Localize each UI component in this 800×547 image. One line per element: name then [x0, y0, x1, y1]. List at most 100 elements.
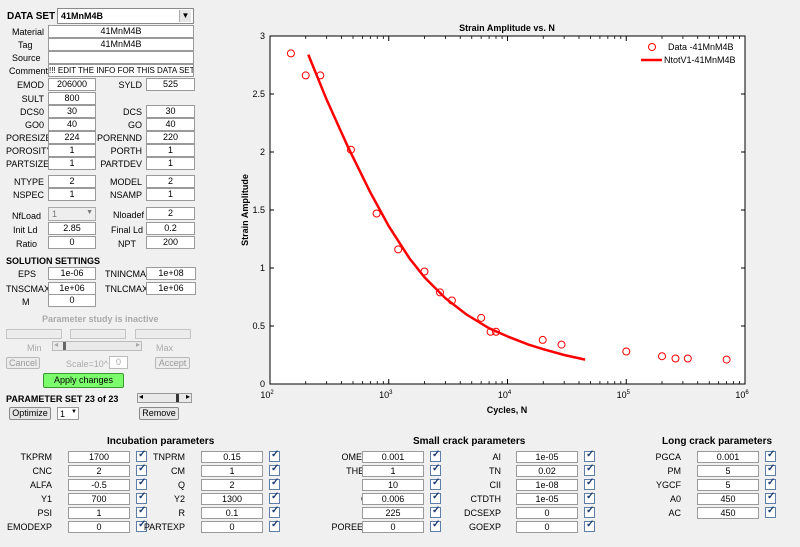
incubation-param-checkbox[interactable] [136, 477, 147, 490]
smallcrack-param-field[interactable]: 1e-05 [516, 451, 578, 463]
param-field[interactable]: 800 [48, 92, 96, 105]
eps-field[interactable]: 1e-06 [48, 267, 96, 280]
smallcrack-param-field[interactable]: 1e-08 [516, 479, 578, 491]
param-label-2: PARTDEV [100, 159, 142, 169]
param-field[interactable]: 30 [48, 105, 96, 118]
param-field[interactable]: 1 [48, 188, 96, 201]
smallcrack-param-field[interactable]: 1 [362, 465, 424, 477]
npt-field[interactable]: 200 [146, 236, 195, 249]
material-field[interactable]: 41MnM4B [48, 25, 194, 38]
param-field-2[interactable]: 1 [146, 188, 195, 201]
param-field-2[interactable]: 220 [146, 131, 195, 144]
smallcrack-param-checkbox[interactable] [430, 449, 441, 462]
incubation-param-field[interactable]: 2 [201, 479, 263, 491]
smallcrack-param-checkbox[interactable] [430, 505, 441, 518]
incubation-param-checkbox[interactable] [269, 477, 280, 490]
param-field-2[interactable]: 1 [146, 144, 195, 157]
scale-field[interactable]: 0 [109, 356, 128, 369]
smallcrack-param-field[interactable]: 225 [362, 507, 424, 519]
finalld-field[interactable]: 0.2 [146, 222, 195, 235]
smallcrack-param-field[interactable]: 0 [516, 507, 578, 519]
nfload-dropdown[interactable]: 1 ▼ [48, 207, 96, 221]
incubation-param-field[interactable]: -0.5 [68, 479, 130, 491]
smallcrack-param-checkbox[interactable] [584, 449, 595, 462]
smallcrack-param-checkbox[interactable] [430, 519, 441, 532]
smallcrack-param-field[interactable]: 10 [362, 479, 424, 491]
smallcrack-param-field[interactable]: 0 [516, 521, 578, 533]
incubation-param-field[interactable]: 0 [68, 521, 130, 533]
incubation-param-field[interactable]: 1300 [201, 493, 263, 505]
smallcrack-param-checkbox[interactable] [584, 463, 595, 476]
longcrack-param-checkbox[interactable] [765, 505, 776, 518]
param-field[interactable]: 2 [48, 175, 96, 188]
incubation-param-field[interactable]: 1 [201, 465, 263, 477]
longcrack-param-checkbox[interactable] [765, 477, 776, 490]
param-field-2[interactable]: 30 [146, 105, 195, 118]
incubation-param-checkbox[interactable] [136, 491, 147, 504]
tnlcmax-field[interactable]: 1e+06 [146, 282, 196, 295]
incubation-param-field[interactable]: 0.1 [201, 507, 263, 519]
smallcrack-param-field[interactable]: 0.001 [362, 451, 424, 463]
incubation-param-checkbox[interactable] [136, 449, 147, 462]
longcrack-param-checkbox[interactable] [765, 491, 776, 504]
incubation-param-checkbox[interactable] [269, 449, 280, 462]
longcrack-param-field[interactable]: 5 [697, 465, 759, 477]
remove-button[interactable]: Remove [139, 407, 179, 420]
incubation-param-field[interactable]: 1700 [68, 451, 130, 463]
nloadef-field[interactable]: 2 [146, 207, 195, 220]
ratio-field[interactable]: 0 [48, 236, 96, 249]
incubation-param-checkbox[interactable] [269, 463, 280, 476]
smallcrack-param-checkbox[interactable] [584, 519, 595, 532]
optimize-select[interactable]: 1 ▼ [57, 407, 79, 420]
smallcrack-param-checkbox[interactable] [430, 463, 441, 476]
param-field[interactable]: 206000 [48, 78, 96, 91]
param-field-2[interactable]: 525 [146, 78, 195, 91]
param-field[interactable]: 224 [48, 131, 96, 144]
optimize-button[interactable]: Optimize [9, 407, 51, 420]
cancel-button[interactable]: Cancel [6, 357, 40, 369]
longcrack-param-checkbox[interactable] [765, 463, 776, 476]
param-field-2[interactable]: 40 [146, 118, 195, 131]
study-slider[interactable]: ◂ ▸ [52, 340, 142, 351]
paramset-slider[interactable]: ◂ ▸ [137, 392, 192, 403]
initld-field[interactable]: 2.85 [48, 222, 96, 235]
incubation-param-field[interactable]: 0.15 [201, 451, 263, 463]
smallcrack-param-field[interactable]: 1e-05 [516, 493, 578, 505]
comment-field[interactable]: !!! EDIT THE INFO FOR THIS DATA SET !!! [48, 64, 194, 77]
incubation-param-field[interactable]: 700 [68, 493, 130, 505]
param-field[interactable]: 1 [48, 157, 96, 170]
smallcrack-param-field[interactable]: 0 [362, 521, 424, 533]
incubation-param-field[interactable]: 0 [201, 521, 263, 533]
tag-field[interactable]: 41MnM4B [48, 38, 194, 51]
smallcrack-param-field[interactable]: 0.006 [362, 493, 424, 505]
smallcrack-param-checkbox[interactable] [584, 491, 595, 504]
dataset-dropdown[interactable]: 41MnM4B ▼ [57, 8, 194, 24]
longcrack-param-field[interactable]: 450 [697, 507, 759, 519]
tnincmax-field[interactable]: 1e+08 [146, 267, 196, 280]
incubation-param-checkbox[interactable] [136, 505, 147, 518]
longcrack-param-checkbox[interactable] [765, 449, 776, 462]
incubation-param-checkbox[interactable] [136, 519, 147, 532]
incubation-param-field[interactable]: 1 [68, 507, 130, 519]
incubation-param-checkbox[interactable] [136, 463, 147, 476]
param-field[interactable]: 1 [48, 144, 96, 157]
smallcrack-param-checkbox[interactable] [584, 477, 595, 490]
incubation-param-checkbox[interactable] [269, 491, 280, 504]
incubation-param-checkbox[interactable] [269, 519, 280, 532]
incubation-param-checkbox[interactable] [269, 505, 280, 518]
smallcrack-param-checkbox[interactable] [584, 505, 595, 518]
apply-changes-button[interactable]: Apply changes [43, 373, 124, 388]
longcrack-param-field[interactable]: 5 [697, 479, 759, 491]
smallcrack-param-checkbox[interactable] [430, 491, 441, 504]
smallcrack-param-field[interactable]: 0.02 [516, 465, 578, 477]
longcrack-param-field[interactable]: 450 [697, 493, 759, 505]
param-field-2[interactable]: 1 [146, 157, 195, 170]
longcrack-param-field[interactable]: 0.001 [697, 451, 759, 463]
m-field[interactable]: 0 [48, 294, 96, 307]
source-field[interactable] [48, 51, 194, 64]
param-field-2[interactable]: 2 [146, 175, 195, 188]
accept-button[interactable]: Accept [155, 357, 190, 369]
smallcrack-param-checkbox[interactable] [430, 477, 441, 490]
incubation-param-field[interactable]: 2 [68, 465, 130, 477]
param-field[interactable]: 40 [48, 118, 96, 131]
